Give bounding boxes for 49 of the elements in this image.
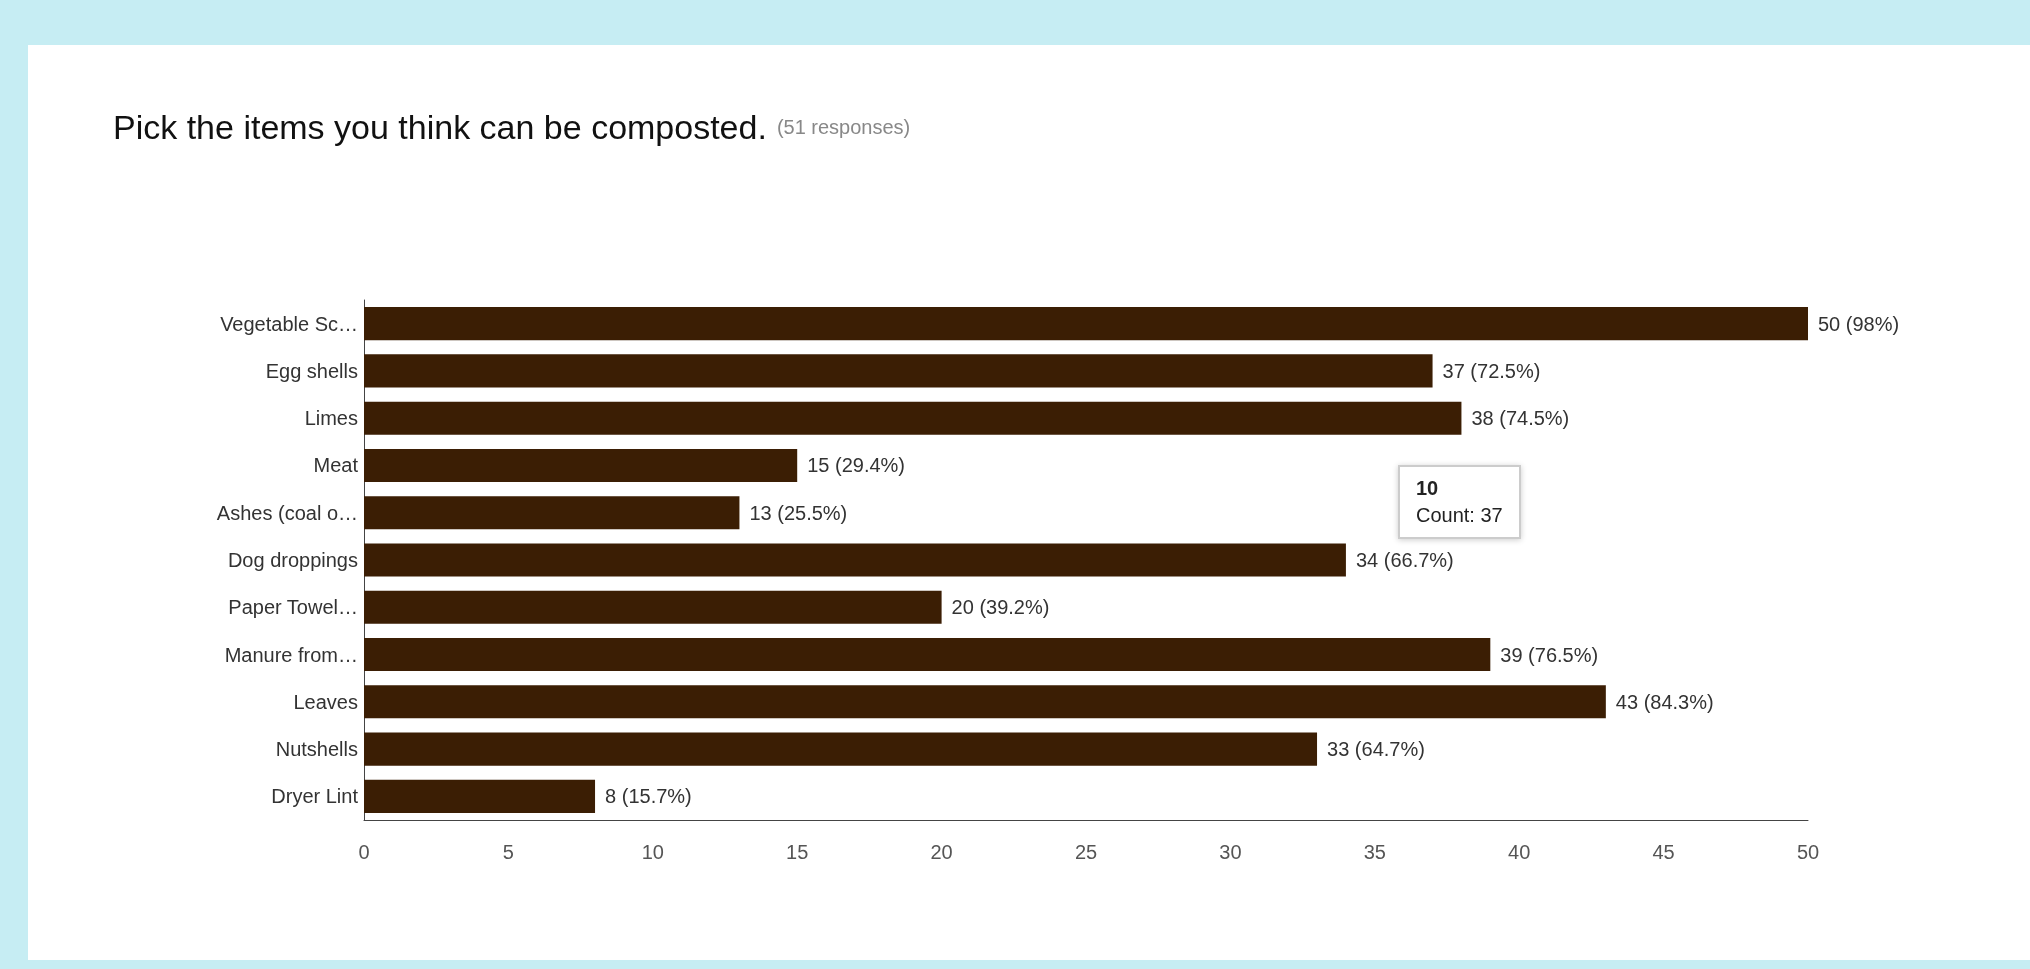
data-label: 50 (98%) — [1818, 312, 1900, 335]
y-tick-label: Vegetable Sc… — [220, 312, 358, 335]
data-label: 34 (66.7%) — [1355, 549, 1454, 571]
data-label: 20 (39.2%) — [951, 596, 1050, 619]
bar — [364, 638, 1491, 672]
x-tick-label: 10 — [641, 841, 664, 863]
data-label: 39 (76.5%) — [1500, 643, 1599, 666]
bar — [364, 590, 942, 624]
x-tick-label: 35 — [1363, 841, 1386, 863]
x-tick-label: 45 — [1652, 841, 1675, 863]
x-tick-label: 40 — [1508, 841, 1531, 863]
data-label: 8 (15.7%) — [605, 785, 692, 808]
data-label: 33 (64.7%) — [1327, 738, 1425, 761]
x-tick-label: 20 — [930, 841, 953, 863]
y-tick-label: Dog droppings — [227, 549, 358, 571]
bar — [364, 543, 1346, 577]
x-tick-label: 25 — [1074, 841, 1098, 863]
x-tick-label: 50 — [1796, 841, 1820, 863]
data-label: 15 (29.4%) — [807, 454, 906, 477]
annotation: Count: 37 — [1416, 504, 1503, 527]
bar — [364, 496, 740, 530]
y-tick-label: Leaves — [293, 690, 358, 713]
data-label: 43 (84.3%) — [1615, 690, 1714, 713]
bar — [364, 307, 1808, 341]
x-tick-label: 0 — [358, 841, 370, 863]
x-tick-label: 15 — [786, 841, 809, 863]
chart-subtitle: (51 responses) — [776, 116, 911, 138]
bar — [364, 354, 1433, 388]
tooltip-box: 10 Count: 37 — [1398, 465, 1521, 539]
bar — [364, 685, 1606, 719]
y-tick-label: Nutshells — [275, 738, 358, 761]
bar — [364, 732, 1318, 766]
data-label: 38 (74.5%) — [1471, 407, 1570, 430]
bar — [364, 448, 798, 482]
x-tick-label: 30 — [1219, 841, 1242, 863]
bar — [364, 401, 1462, 435]
y-tick-label: Egg shells — [265, 359, 358, 382]
chart-title: Pick the items you think can be composted. — [113, 108, 767, 146]
data-label: 37 (72.5%) — [1442, 359, 1541, 382]
y-tick-label: Dryer Lint — [271, 785, 359, 808]
y-tick-label: Ashes (coal o… — [216, 501, 358, 524]
bar — [364, 779, 596, 813]
annotation: 10 — [1416, 477, 1440, 500]
y-tick-label: Paper Towel… — [228, 596, 358, 619]
y-tick-label: Limes — [304, 407, 358, 430]
data-label: 13 (25.5%) — [749, 501, 848, 524]
y-tick-label: Meat — [313, 454, 359, 477]
y-tick-label: Manure from… — [224, 643, 358, 666]
x-tick-label: 5 — [502, 841, 514, 863]
